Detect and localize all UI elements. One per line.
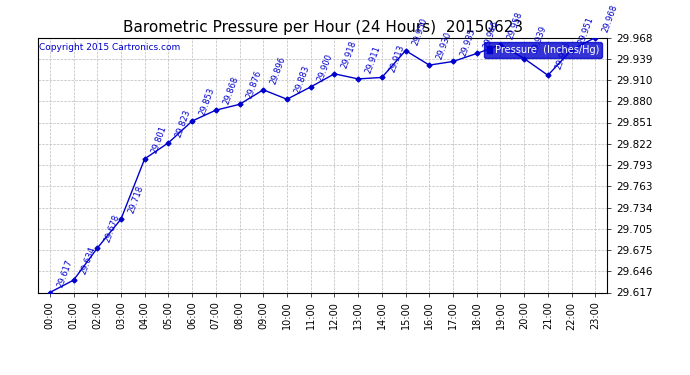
Text: 29.935: 29.935 bbox=[459, 27, 477, 57]
Pressure  (Inches/Hg) bbox=[70, 278, 78, 282]
Text: 29.718: 29.718 bbox=[126, 184, 145, 215]
Text: 29.634: 29.634 bbox=[79, 246, 97, 276]
Pressure  (Inches/Hg) bbox=[354, 76, 362, 81]
Text: 29.911: 29.911 bbox=[364, 45, 382, 75]
Text: 29.853: 29.853 bbox=[197, 86, 216, 117]
Pressure  (Inches/Hg) bbox=[377, 75, 386, 80]
Text: 29.951: 29.951 bbox=[577, 15, 595, 46]
Pressure  (Inches/Hg) bbox=[473, 51, 481, 56]
Text: 29.868: 29.868 bbox=[221, 75, 240, 106]
Pressure  (Inches/Hg) bbox=[117, 217, 125, 221]
Pressure  (Inches/Hg) bbox=[520, 56, 529, 61]
Pressure  (Inches/Hg) bbox=[567, 48, 575, 52]
Text: 29.939: 29.939 bbox=[530, 24, 548, 54]
Pressure  (Inches/Hg) bbox=[46, 290, 54, 295]
Pressure  (Inches/Hg) bbox=[544, 73, 552, 78]
Text: 29.913: 29.913 bbox=[387, 43, 406, 73]
Legend: Pressure  (Inches/Hg): Pressure (Inches/Hg) bbox=[484, 42, 602, 58]
Text: 29.823: 29.823 bbox=[174, 108, 193, 139]
Text: 29.678: 29.678 bbox=[103, 213, 121, 244]
Text: 29.801: 29.801 bbox=[150, 124, 168, 154]
Text: 29.968: 29.968 bbox=[601, 3, 620, 33]
Title: Barometric Pressure per Hour (24 Hours)  20150623: Barometric Pressure per Hour (24 Hours) … bbox=[123, 20, 522, 35]
Text: 29.916: 29.916 bbox=[553, 41, 572, 71]
Pressure  (Inches/Hg) bbox=[283, 97, 291, 102]
Pressure  (Inches/Hg) bbox=[496, 42, 504, 47]
Text: 29.900: 29.900 bbox=[316, 53, 335, 83]
Pressure  (Inches/Hg) bbox=[402, 48, 410, 53]
Text: 29.896: 29.896 bbox=[269, 55, 287, 86]
Pressure  (Inches/Hg) bbox=[164, 141, 172, 145]
Pressure  (Inches/Hg) bbox=[93, 246, 101, 250]
Text: 29.918: 29.918 bbox=[340, 39, 358, 70]
Pressure  (Inches/Hg) bbox=[425, 63, 433, 68]
Text: 29.883: 29.883 bbox=[293, 64, 311, 95]
Text: 29.958: 29.958 bbox=[506, 10, 524, 40]
Pressure  (Inches/Hg) bbox=[141, 157, 149, 161]
Pressure  (Inches/Hg) bbox=[331, 72, 339, 76]
Pressure  (Inches/Hg) bbox=[449, 59, 457, 64]
Pressure  (Inches/Hg) bbox=[591, 35, 600, 40]
Line: Pressure  (Inches/Hg): Pressure (Inches/Hg) bbox=[48, 36, 597, 294]
Text: 29.930: 29.930 bbox=[435, 31, 453, 61]
Text: Copyright 2015 Cartronics.com: Copyright 2015 Cartronics.com bbox=[39, 43, 180, 52]
Text: 29.950: 29.950 bbox=[411, 16, 429, 46]
Text: 29.876: 29.876 bbox=[245, 70, 264, 100]
Pressure  (Inches/Hg) bbox=[235, 102, 244, 106]
Text: 29.617: 29.617 bbox=[55, 258, 74, 288]
Pressure  (Inches/Hg) bbox=[259, 87, 268, 92]
Pressure  (Inches/Hg) bbox=[306, 85, 315, 89]
Pressure  (Inches/Hg) bbox=[188, 119, 196, 123]
Text: 29.946: 29.946 bbox=[482, 19, 501, 50]
Pressure  (Inches/Hg) bbox=[212, 108, 220, 112]
